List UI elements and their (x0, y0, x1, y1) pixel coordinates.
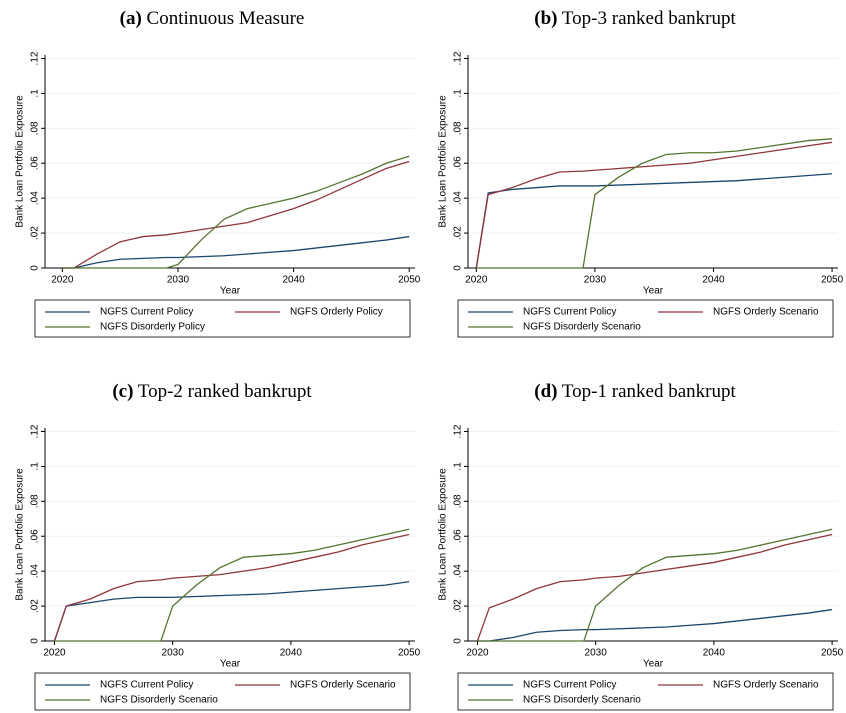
x-tick-label: 2020 (466, 648, 489, 659)
legend-label: NGFS Orderly Scenario (290, 680, 396, 691)
series-line (476, 533, 833, 642)
panel-title-text: Top-1 ranked bankrupt (562, 381, 737, 402)
y-tick-label: .08 (453, 121, 464, 135)
y-tick-label: .06 (30, 156, 41, 170)
y-tick-label: .1 (453, 89, 464, 98)
y-tick-label: .08 (30, 494, 41, 508)
legend-label: NGFS Orderly Policy (290, 307, 383, 318)
panel-label: (b) (534, 8, 557, 29)
series-line (62, 235, 410, 269)
x-tick-label: 2030 (585, 648, 608, 659)
y-tick-label: .08 (30, 121, 41, 135)
y-tick-label: .04 (30, 191, 41, 205)
series-line (475, 141, 833, 269)
series-line (62, 155, 410, 269)
x-tick-label: 2020 (43, 648, 66, 659)
y-tick-label: .08 (453, 494, 464, 508)
legend-label: NGFS Orderly Scenario (713, 307, 819, 318)
panel: (c) Top-2 ranked bankrupt 0 .02 .04 .06 .08 .1… (15, 381, 421, 711)
x-tick-label: 2020 (465, 275, 488, 286)
series-line (477, 608, 833, 642)
legend-label: NGFS Disorderly Policy (100, 322, 205, 333)
panel: (a) Continuous Measure 0 .02 .04 .06 .08 .1 .12… (15, 8, 421, 338)
legend-label: NGFS Current Policy (523, 680, 616, 691)
x-tick-label: 2050 (398, 648, 421, 659)
legend-box (34, 299, 411, 338)
panel-title-text: Top-3 ranked bankrupt (562, 8, 737, 29)
panel-title-text: Continuous Measure (147, 8, 305, 29)
legend-label: NGFS Orderly Scenario (713, 680, 819, 691)
panel-title: (b) Top-3 ranked bankrupt (534, 8, 736, 29)
panel-title: (a) Continuous Measure (120, 8, 305, 29)
series-line (476, 138, 833, 269)
legend-label: NGFS Disorderly Scenario (100, 695, 218, 706)
y-tick-label: .1 (30, 89, 41, 98)
y-tick-label: .04 (453, 191, 464, 205)
y-tick-label: .04 (30, 564, 41, 578)
y-axis-title: Bank Loan Portfolio Exposure (15, 468, 26, 601)
y-tick-label: 0 (453, 638, 464, 644)
y-tick-label: 0 (30, 638, 41, 644)
y-tick-label: 0 (30, 265, 41, 271)
legend-label: NGFS Current Policy (100, 680, 193, 691)
x-tick-label: 2030 (584, 275, 607, 286)
y-tick-label: .02 (30, 599, 41, 613)
y-tick-label: .02 (453, 599, 464, 613)
y-axis-title: Bank Loan Portfolio Exposure (438, 468, 449, 601)
y-tick-label: .12 (453, 51, 464, 65)
x-tick-label: 2050 (821, 648, 844, 659)
y-tick-label: .02 (30, 226, 41, 240)
series-line (53, 533, 410, 642)
x-tick-label: 2040 (282, 275, 305, 286)
panel-title-text: Top-2 ranked bankrupt (138, 381, 313, 402)
legend-box (457, 672, 834, 711)
y-tick-label: .1 (453, 462, 464, 471)
legend-box (457, 299, 834, 338)
x-axis-title: Year (643, 659, 664, 670)
panel: (d) Top-1 ranked bankrupt 0 .02 .04 .06 .08 .1… (438, 381, 844, 711)
legend-label: NGFS Disorderly Scenario (523, 695, 641, 706)
x-tick-label: 2050 (398, 275, 421, 286)
y-tick-label: .06 (453, 529, 464, 543)
x-tick-label: 2020 (51, 275, 74, 286)
legend-label: NGFS Disorderly Scenario (523, 322, 641, 333)
y-tick-label: .06 (30, 529, 41, 543)
panel-title: (c) Top-2 ranked bankrupt (112, 381, 312, 402)
y-tick-label: .12 (30, 51, 41, 65)
x-tick-label: 2030 (167, 275, 190, 286)
legend-box (34, 672, 411, 711)
series-line (62, 160, 410, 269)
legend-label: NGFS Current Policy (523, 307, 616, 318)
y-tick-label: .06 (453, 156, 464, 170)
panel: (b) Top-3 ranked bankrupt 0 .02 .04 .06 .08 .1… (438, 8, 844, 338)
panel-title: (d) Top-1 ranked bankrupt (534, 381, 736, 402)
x-axis-title: Year (220, 659, 241, 670)
x-tick-label: 2040 (280, 648, 303, 659)
legend-label: NGFS Current Policy (100, 307, 193, 318)
panel-label: (a) (120, 8, 142, 29)
y-tick-label: .12 (30, 424, 41, 438)
series-line (54, 528, 410, 642)
y-tick-label: .02 (453, 226, 464, 240)
series-line (477, 528, 833, 642)
y-tick-label: .1 (30, 462, 41, 471)
series-line (53, 580, 410, 642)
panel-label: (d) (534, 381, 557, 402)
y-axis-title: Bank Loan Portfolio Exposure (15, 95, 26, 228)
panel-label: (c) (112, 381, 133, 402)
y-tick-label: .04 (453, 564, 464, 578)
x-tick-label: 2040 (702, 275, 725, 286)
y-tick-label: .12 (453, 424, 464, 438)
y-axis-title: Bank Loan Portfolio Exposure (438, 95, 449, 228)
y-tick-label: 0 (453, 265, 464, 271)
x-tick-label: 2030 (162, 648, 185, 659)
x-axis-title: Year (220, 286, 241, 297)
x-tick-label: 2040 (703, 648, 726, 659)
series-line (475, 173, 833, 269)
x-axis-title: Year (643, 286, 664, 297)
x-tick-label: 2050 (821, 275, 844, 286)
